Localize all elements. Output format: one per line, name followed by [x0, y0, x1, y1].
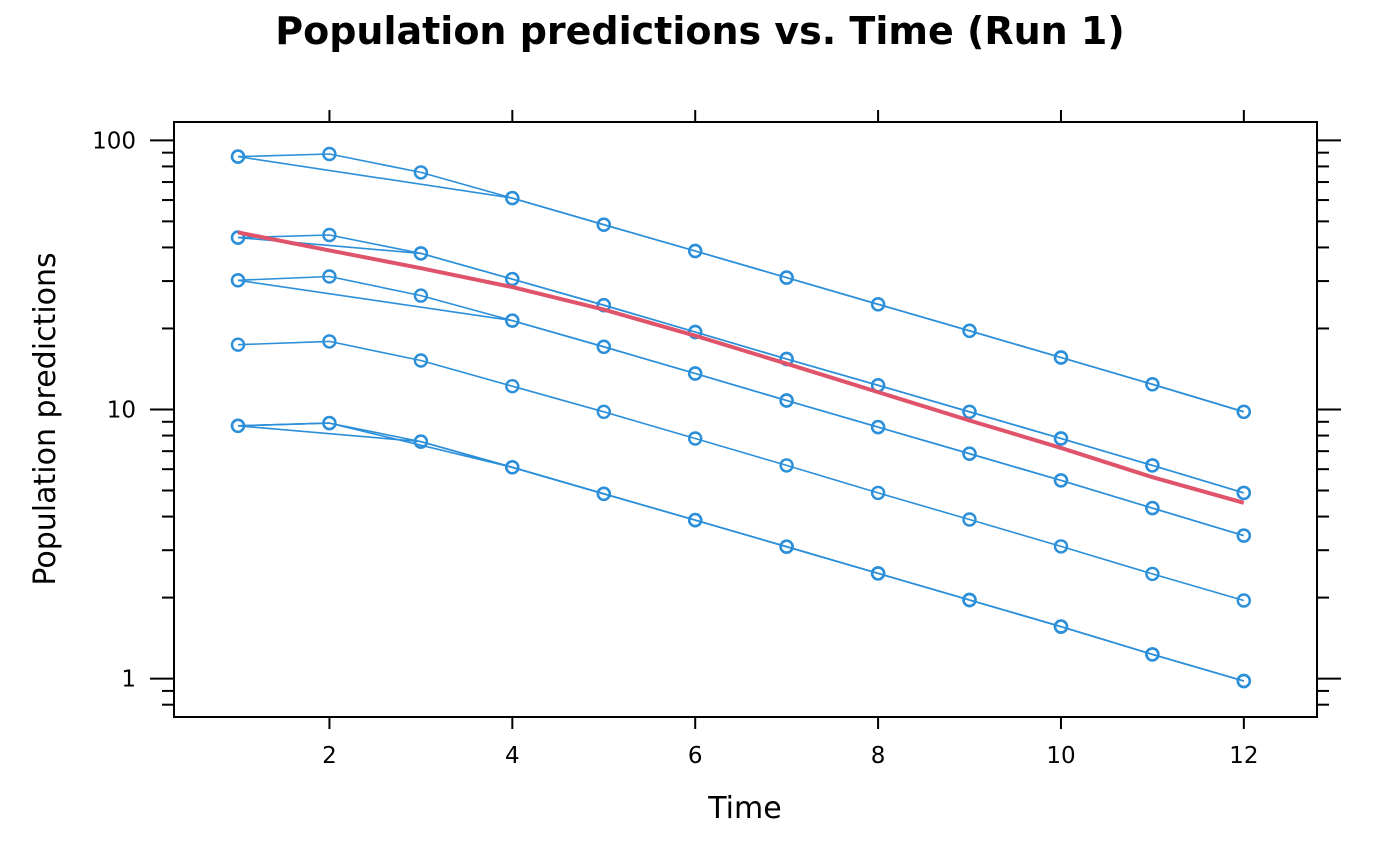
- data-point: [1236, 593, 1252, 608]
- data-point: [1053, 473, 1069, 488]
- data-point: [230, 149, 246, 164]
- series-line: [237, 422, 1245, 682]
- series-line: [237, 153, 1245, 413]
- y-tick-label: 1: [121, 667, 136, 693]
- trend-layer: [237, 230, 1245, 505]
- series-line: [237, 425, 1245, 682]
- x-tick-label: 2: [322, 743, 337, 769]
- data-point: [230, 418, 246, 433]
- data-point: [779, 393, 794, 408]
- data-point: [505, 460, 520, 475]
- data-point: [1145, 458, 1160, 473]
- data-point: [1236, 528, 1252, 543]
- series-line: [237, 275, 1245, 537]
- data-point: [230, 337, 246, 352]
- data-point: [1145, 377, 1160, 392]
- x-axis-label: Time: [707, 791, 781, 826]
- y-axis: 1 10 100: [92, 128, 1341, 706]
- data-point: [596, 404, 611, 419]
- x-axis: 2 4 6 8 10 12: [322, 110, 1258, 769]
- x-tick-label: 8: [871, 743, 886, 769]
- series-line: [237, 422, 1245, 682]
- x-tick-label: 12: [1229, 743, 1258, 769]
- data-point: [962, 446, 977, 461]
- data-point: [322, 334, 337, 349]
- data-point: [1053, 539, 1069, 554]
- data-point: [688, 431, 703, 446]
- x-tick-label: 4: [505, 743, 520, 769]
- plot-frame: [173, 121, 1318, 718]
- data-point: [413, 246, 429, 261]
- series-line: [237, 155, 1245, 413]
- data-point: [779, 458, 794, 473]
- data-point: [413, 353, 429, 368]
- series-layer: [230, 146, 1252, 689]
- data-point: [962, 592, 977, 608]
- data-point: [505, 379, 520, 394]
- data-point: [688, 512, 703, 528]
- x-tick-label: 10: [1046, 743, 1075, 769]
- data-point: [1145, 647, 1160, 662]
- data-point: [1236, 404, 1252, 419]
- data-point: [322, 415, 337, 431]
- data-point: [413, 288, 429, 303]
- y-axis-label: Population predictions: [28, 252, 63, 585]
- data-point: [505, 190, 520, 206]
- data-point: [870, 297, 886, 312]
- data-point: [322, 227, 337, 243]
- series-line: [237, 236, 1245, 494]
- x-tick-label: 6: [688, 743, 703, 769]
- data-point: [870, 566, 886, 581]
- data-point: [413, 434, 429, 449]
- y-tick-label: 100: [92, 128, 136, 154]
- y-tick-label: 10: [107, 397, 136, 423]
- data-point: [596, 217, 611, 232]
- data-point: [413, 165, 429, 180]
- data-point: [779, 539, 794, 554]
- data-point: [1145, 566, 1160, 582]
- data-point: [322, 269, 337, 284]
- data-point: [596, 486, 611, 501]
- data-point: [1236, 673, 1252, 689]
- data-point: [870, 419, 886, 435]
- data-point: [962, 404, 977, 419]
- series-line: [237, 234, 1245, 494]
- data-point: [1053, 350, 1069, 365]
- data-point: [230, 273, 246, 288]
- data-point: [1236, 485, 1252, 501]
- data-point: [505, 313, 520, 328]
- data-point: [688, 243, 703, 259]
- chart-title: Population predictions vs. Time (Run 1): [275, 9, 1125, 53]
- series-line: [237, 340, 1245, 602]
- data-point: [870, 485, 886, 501]
- data-point: [1053, 619, 1069, 634]
- data-point: [596, 339, 611, 354]
- data-point: [779, 270, 794, 285]
- data-point: [688, 366, 703, 381]
- data-point: [322, 146, 337, 162]
- data-point: [962, 512, 977, 527]
- data-point: [1053, 431, 1069, 446]
- data-point: [962, 323, 977, 338]
- series-line: [237, 279, 1245, 537]
- data-point: [1145, 500, 1160, 516]
- data-point: [230, 230, 246, 245]
- trend-line: [237, 230, 1245, 505]
